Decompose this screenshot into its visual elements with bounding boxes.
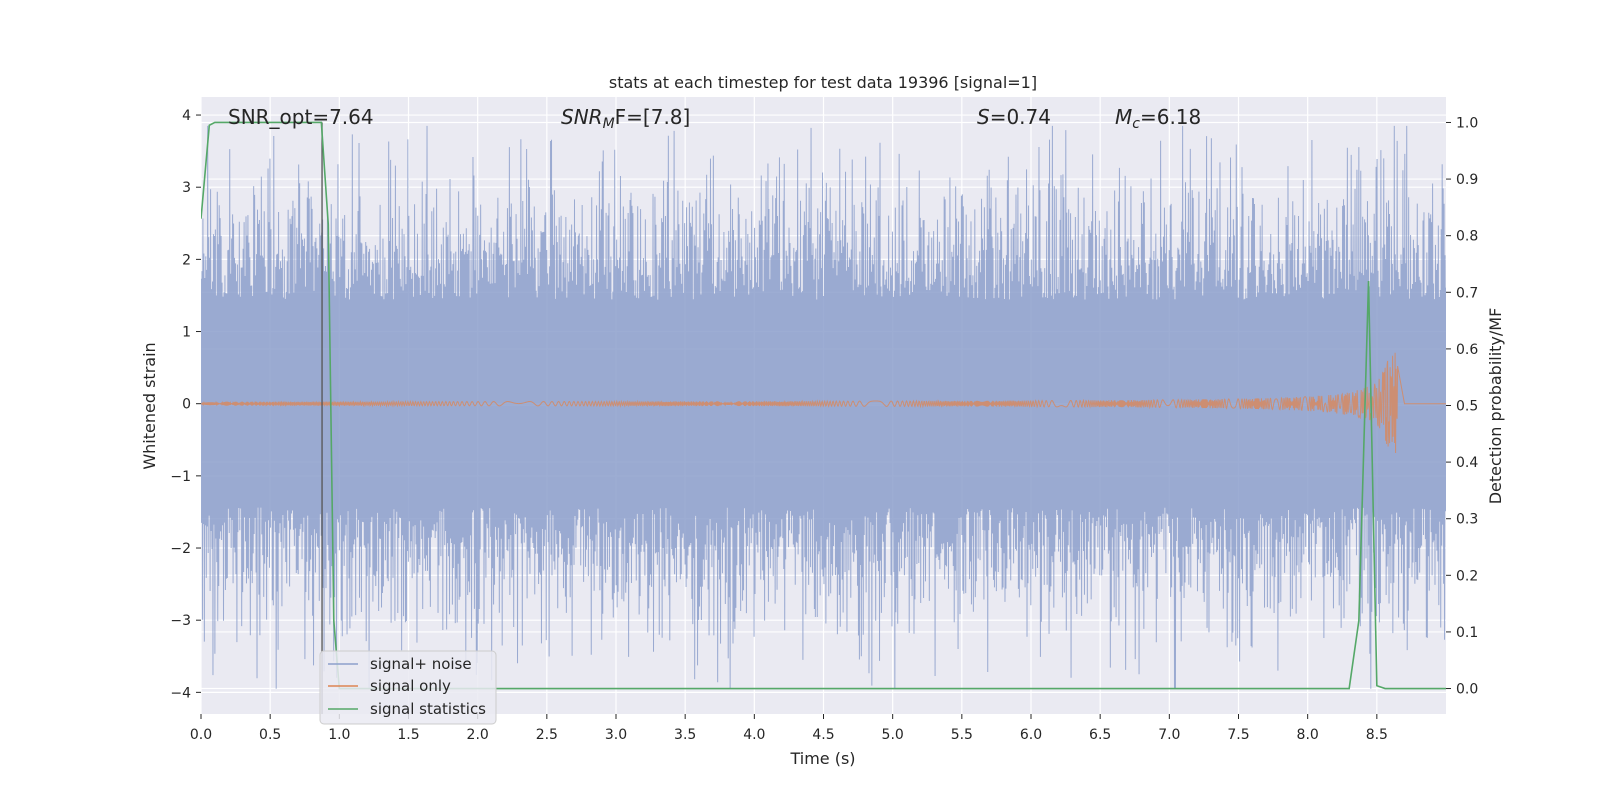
- x-tick-label: 3.5: [674, 727, 696, 743]
- x-tick-label: 8.0: [1297, 727, 1319, 743]
- x-tick-label: 6.0: [1020, 727, 1042, 743]
- snr-mf-sub: M: [603, 116, 615, 132]
- x-tick-label: 5.0: [882, 727, 904, 743]
- legend-label-signal-noise: signal+ noise: [370, 655, 472, 673]
- annotation-snr-opt: SNR_opt=7.64: [228, 105, 374, 129]
- mc-sub: c: [1132, 116, 1140, 132]
- x-tick-label: 4.0: [743, 727, 765, 743]
- snr-mf-base: SNR: [561, 105, 603, 129]
- y2-tick-label: 0.5: [1456, 399, 1478, 415]
- y2-tick-label: 0.0: [1456, 682, 1478, 698]
- x-tick-label: 8.5: [1366, 727, 1388, 743]
- y2-tick-label: 0.7: [1456, 285, 1478, 301]
- y-tick-label: 2: [182, 252, 191, 268]
- legend-label-signal-statistics: signal statistics: [370, 700, 486, 718]
- x-axis-label: Time (s): [789, 749, 855, 768]
- x-tick-label: 7.5: [1227, 727, 1249, 743]
- x-tick-label: 2.0: [467, 727, 489, 743]
- y-tick-label: −3: [170, 613, 191, 629]
- snr-mf-rest: F=[7.8]: [615, 105, 691, 129]
- y-tick-label: −4: [170, 685, 191, 701]
- series-signal-noise-line: [201, 125, 1446, 689]
- legend-box: [319, 650, 497, 725]
- x-tick-label: 7.0: [1158, 727, 1180, 743]
- x-tick-label: 1.0: [328, 727, 350, 743]
- chart-title: stats at each timestep for test data 193…: [609, 73, 1037, 92]
- y2-tick-label: 1.0: [1456, 115, 1478, 131]
- x-tick-label: 3.0: [605, 727, 627, 743]
- y2-tick-label: 0.3: [1456, 512, 1478, 528]
- x-tick-label: 5.5: [951, 727, 973, 743]
- s-rest: =0.74: [990, 105, 1051, 129]
- x-tick-label: 6.5: [1089, 727, 1111, 743]
- s-base: S: [977, 105, 990, 129]
- annotation-s: S=0.74: [977, 105, 1051, 129]
- mc-base: M: [1115, 105, 1132, 129]
- y-tick-label: −1: [170, 469, 191, 485]
- mc-rest: =6.18: [1140, 105, 1201, 129]
- x-tick-label: 2.5: [536, 727, 558, 743]
- series-signal-only-line: [201, 352, 1446, 454]
- x-tick-label: 4.5: [812, 727, 834, 743]
- y-tick-label: 1: [182, 325, 191, 341]
- x-tick-label: 0.5: [259, 727, 281, 743]
- x-tick-label: 1.5: [397, 727, 419, 743]
- y-axis-label: Whitened strain: [140, 342, 159, 469]
- y2-tick-label: 0.6: [1456, 342, 1478, 358]
- y2-tick-label: 0.1: [1456, 625, 1478, 641]
- annotation-snr-mf: SNRMF=[7.8]: [561, 105, 690, 132]
- x-tick-label: 0.0: [190, 727, 212, 743]
- legend: signal+ noise signal only signal statist…: [319, 650, 497, 725]
- legend-label-signal-only: signal only: [370, 677, 451, 695]
- y2-axis-label: Detection probability/MF: [1486, 308, 1505, 505]
- y2-tick-label: 0.9: [1456, 172, 1478, 188]
- annotation-mc: Mc=6.18: [1115, 105, 1201, 132]
- y-tick-label: 0: [182, 397, 191, 413]
- y2-tick-label: 0.4: [1456, 455, 1478, 471]
- y-tick-label: −2: [170, 541, 191, 557]
- y-tick-label: 3: [182, 180, 191, 196]
- y2-tick-label: 0.8: [1456, 229, 1478, 245]
- y2-tick-label: 0.2: [1456, 568, 1478, 584]
- axes: 0.0 0.5 1.0 1.5 2.0 2.5 3.0 3.5 4.0 4.5 5.0 5.5 6.0 6…: [170, 108, 1478, 743]
- y-tick-label: 4: [182, 108, 191, 124]
